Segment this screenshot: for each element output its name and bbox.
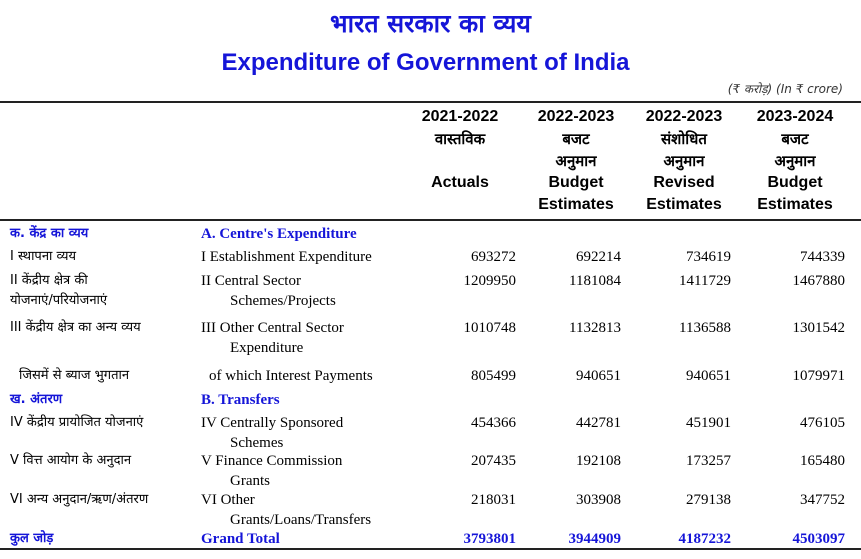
row-label: I Establishment Expenditure xyxy=(201,249,372,265)
unit-note: (₹ करोड़) (In ₹ crore) xyxy=(727,82,843,96)
page-title: Expenditure of Government of India xyxy=(221,49,630,76)
column-header-revised-2022: 2022-2023 संशोधित अनुमान Revised Estimat… xyxy=(645,108,723,213)
header-rule xyxy=(0,219,861,221)
top-rule xyxy=(0,101,861,103)
row-label: III Other Central Sector Expenditure xyxy=(201,320,344,356)
bottom-rule xyxy=(0,548,861,550)
row-label-hindi: IV केंद्रीय प्रायोजित योजनाएं xyxy=(10,415,144,430)
column-header-actuals: 2021-2022 वास्तविक Actuals xyxy=(421,108,499,191)
row-label: V Finance Commission Grants xyxy=(201,453,343,489)
column-header-budget-2022: 2022-2023 बजट अनुमान Budget Estimates xyxy=(537,108,615,213)
row-label-hindi: VI अन्य अनुदान/ऋण/अंतरण xyxy=(10,492,149,507)
grand-total-label: Grand Total xyxy=(201,531,280,547)
row-label-hindi: जिसमें से ब्याज भुगतान xyxy=(19,368,130,383)
row-label-hindi: I स्थापना व्यय xyxy=(10,249,77,264)
row-label: II Central Sector Schemes/Projects xyxy=(201,273,336,309)
row-label: IV Centrally Sponsored Schemes xyxy=(201,415,344,451)
column-header-budget-2023: 2023-2024 बजट अनुमान Budget Estimates xyxy=(756,108,834,213)
row-label-hindi: V वित्त आयोग के अनुदान xyxy=(10,453,132,468)
row-label: of which Interest Payments xyxy=(209,368,373,384)
row-label-hindi: III केंद्रीय क्षेत्र का अन्य व्यय xyxy=(10,320,141,335)
row-label: VI Other Grants/Loans/Transfers xyxy=(201,492,372,528)
row-label-hindi: II केंद्रीय क्षेत्र की योजनाएं/परियोजनाएं xyxy=(10,273,108,308)
page-title-hindi: भारत सरकार का व्यय xyxy=(330,9,531,38)
grand-total-label-hindi: कुल जोड़ xyxy=(10,531,54,546)
